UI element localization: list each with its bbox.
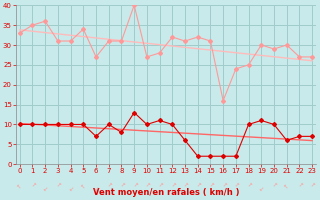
Text: ↑: ↑ (16, 182, 23, 190)
Text: ↑: ↑ (42, 182, 49, 190)
Text: ↑: ↑ (29, 182, 36, 190)
Text: ↑: ↑ (245, 182, 252, 190)
Text: ↑: ↑ (194, 182, 201, 190)
Text: ↑: ↑ (270, 182, 278, 190)
Text: ↑: ↑ (169, 182, 176, 190)
Text: ↑: ↑ (296, 182, 303, 190)
Text: ↑: ↑ (308, 182, 316, 190)
X-axis label: Vent moyen/en rafales ( km/h ): Vent moyen/en rafales ( km/h ) (93, 188, 239, 197)
Text: ↑: ↑ (156, 182, 163, 190)
Text: ↑: ↑ (54, 182, 61, 190)
Text: ↑: ↑ (207, 182, 214, 190)
Text: ↑: ↑ (220, 182, 227, 190)
Text: ↑: ↑ (131, 182, 138, 190)
Text: ↑: ↑ (181, 182, 188, 190)
Text: ↑: ↑ (105, 182, 112, 190)
Text: ↑: ↑ (283, 182, 290, 190)
Text: ↑: ↑ (258, 182, 265, 190)
Text: ↑: ↑ (92, 182, 100, 190)
Text: ↑: ↑ (118, 182, 125, 190)
Text: ↑: ↑ (80, 182, 87, 190)
Text: ↑: ↑ (232, 182, 239, 190)
Text: ↑: ↑ (67, 182, 74, 190)
Text: ↑: ↑ (143, 182, 150, 190)
